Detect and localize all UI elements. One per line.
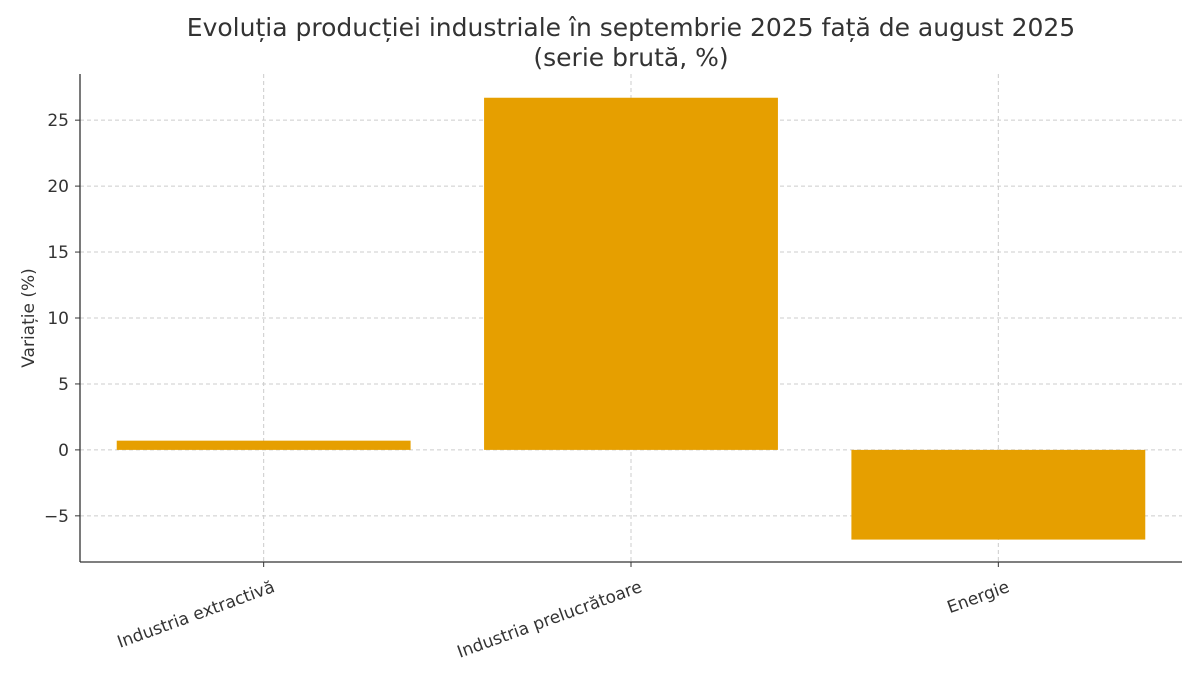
y-tick-label: 0 <box>58 441 69 461</box>
x-tick-label: Energie <box>945 577 1013 618</box>
x-ticks: Industria extractivă Industria prelucrăto… <box>115 562 1012 663</box>
bar <box>851 449 1146 540</box>
x-tick-label: Industria prelucrătoare <box>455 577 645 663</box>
x-tick-label: Industria extractivă <box>115 577 278 653</box>
bars <box>116 97 1146 540</box>
y-tick-label: 20 <box>47 177 69 197</box>
y-tick-label: 25 <box>47 111 69 131</box>
bar <box>484 97 778 450</box>
chart-title: Evoluția producției industriale în septe… <box>187 13 1075 42</box>
y-tick-label: 10 <box>47 309 69 329</box>
bar <box>116 440 411 450</box>
y-axis-label: Variație (%) <box>19 268 39 368</box>
y-tick-label: −5 <box>44 507 69 527</box>
y-ticks: −5 0 5 10 15 20 25 <box>44 111 80 527</box>
chart-subtitle: (serie brută, %) <box>533 43 728 72</box>
y-tick-label: 5 <box>58 375 69 395</box>
y-tick-label: 15 <box>47 243 69 263</box>
